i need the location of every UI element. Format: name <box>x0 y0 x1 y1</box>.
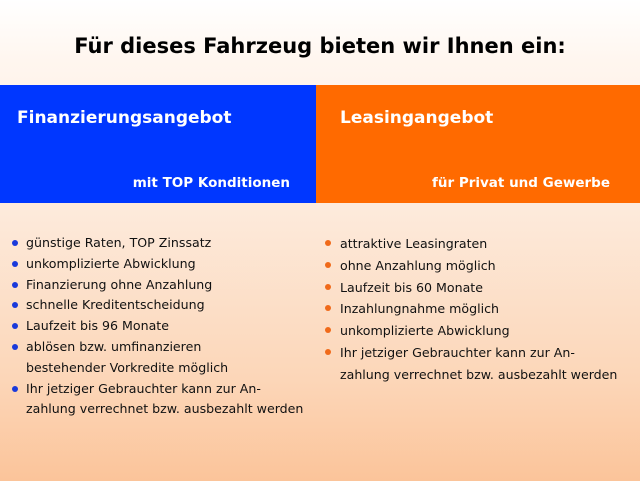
bullet-icon <box>12 240 18 246</box>
leasing-header: Leasingangebot für Privat und Gewerbe <box>316 85 640 203</box>
leasing-subheading: für Privat und Gewerbe <box>431 175 610 191</box>
financing-header: Finanzierungsangebot mit TOP Konditionen <box>0 85 316 203</box>
bullet-icon <box>12 343 18 350</box>
list-item: unkomplizierte Abwicklung <box>325 320 617 342</box>
bullet-icon <box>12 302 18 309</box>
list-item: Inzahlungnahme möglich <box>325 298 617 320</box>
list-item: günstige Raten, TOP Zinssatz <box>12 233 303 254</box>
financing-list: günstige Raten, TOP Zinssatz unkomplizie… <box>12 233 303 420</box>
list-item: attraktive Leasingraten <box>325 233 617 255</box>
bullet-icon <box>325 283 331 290</box>
list-item: Ihr jetziger Gebrauchter kann zur An- za… <box>12 379 303 421</box>
bullet-icon <box>12 281 18 288</box>
leasing-heading: Leasingangebot <box>340 108 494 128</box>
bullet-icon <box>12 260 18 267</box>
bullet-icon <box>325 261 331 268</box>
list-item: ablösen bzw. umfinanzieren bestehender V… <box>12 337 303 379</box>
bullet-icon <box>325 305 331 312</box>
bullet-icon <box>12 385 18 392</box>
financing-heading: Finanzierungsangebot <box>17 108 232 128</box>
list-item: Laufzeit bis 96 Monate <box>12 316 303 337</box>
bullet-icon <box>325 327 331 334</box>
bullet-icon <box>325 348 331 355</box>
financing-subheading: mit TOP Konditionen <box>132 175 290 191</box>
list-item: Laufzeit bis 60 Monate <box>325 277 617 299</box>
list-item: Finanzierung ohne Anzahlung <box>12 275 303 296</box>
list-item: unkomplizierte Abwicklung <box>12 254 303 275</box>
page-title: Für dieses Fahrzeug bieten wir Ihnen ein… <box>74 34 566 58</box>
list-item: Ihr jetziger Gebrauchter kann zur An- za… <box>325 342 617 386</box>
list-item: schnelle Kreditentscheidung <box>12 295 303 316</box>
leasing-list: attraktive Leasingraten ohne Anzahlung m… <box>325 233 617 386</box>
list-item: ohne Anzahlung möglich <box>325 255 617 277</box>
bullet-icon <box>325 240 331 246</box>
bullet-icon <box>12 323 18 330</box>
